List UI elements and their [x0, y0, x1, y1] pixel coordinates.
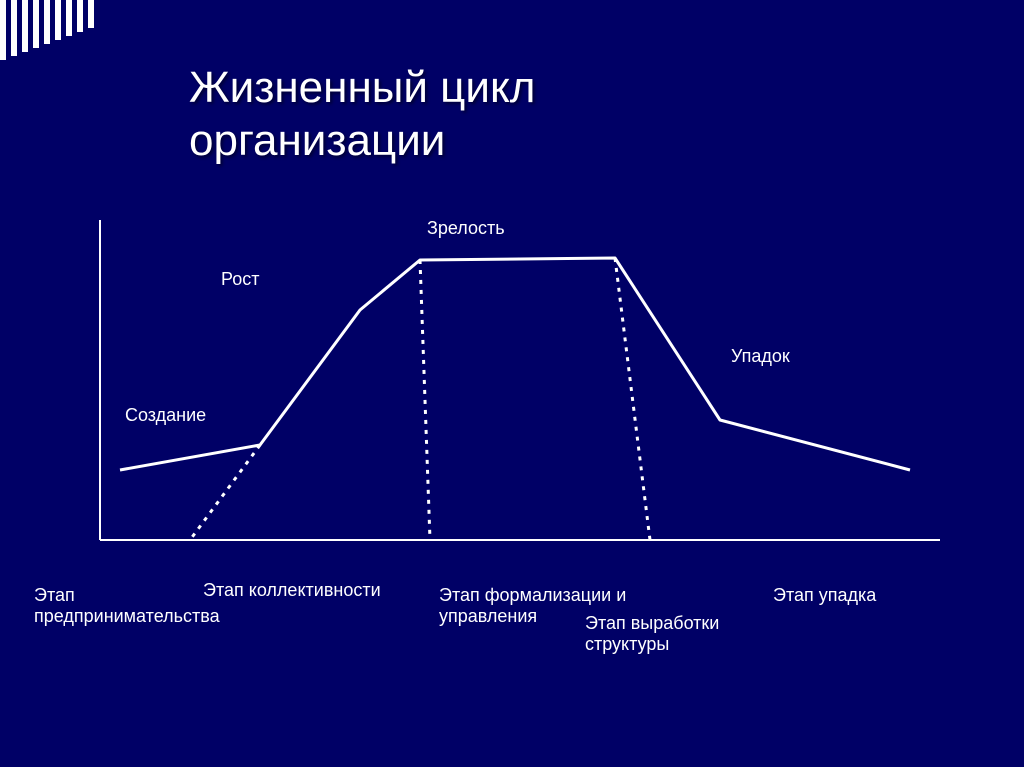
title-line-2: организации — [189, 116, 445, 165]
title-line-1: Жизненный цикл — [189, 63, 535, 112]
stage-label: Этап упадка — [773, 585, 876, 606]
decor-bar — [0, 0, 6, 60]
decor-bar — [44, 0, 50, 44]
decor-bar — [55, 0, 61, 40]
phase-label: Зрелость — [427, 218, 505, 239]
decor-bar — [77, 0, 83, 32]
chart-svg — [80, 220, 940, 560]
decor-bars — [0, 0, 94, 60]
lifecycle-chart — [80, 220, 940, 560]
decor-bar — [22, 0, 28, 52]
phase-label: Упадок — [731, 346, 790, 367]
decor-bar — [11, 0, 17, 56]
stage-label: Этаппредпринимательства — [34, 585, 220, 627]
phase-label: Создание — [125, 405, 206, 426]
decor-bar — [88, 0, 94, 28]
decor-bar — [33, 0, 39, 48]
stage-label: Этап коллективности — [203, 580, 381, 601]
decor-bar — [66, 0, 72, 36]
page-title: Жизненный цикл организации — [189, 62, 535, 168]
phase-label: Рост — [221, 269, 259, 290]
stage-label: Этап выработкиструктуры — [585, 613, 719, 655]
